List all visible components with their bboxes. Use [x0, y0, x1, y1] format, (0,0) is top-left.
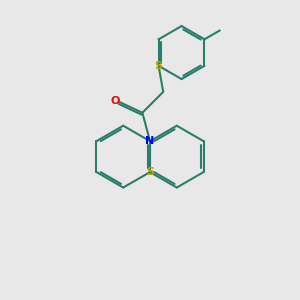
- Text: O: O: [111, 96, 120, 106]
- Text: N: N: [146, 136, 154, 146]
- Text: S: S: [146, 167, 154, 177]
- Text: S: S: [154, 61, 163, 71]
